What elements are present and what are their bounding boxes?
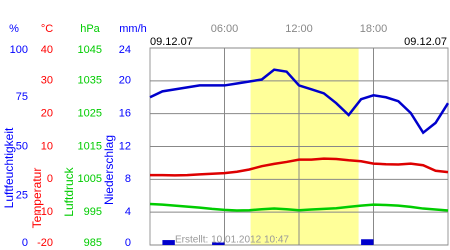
y-tick-label: 24 [119, 44, 131, 56]
series-line [149, 68, 450, 135]
y-tick-label: -20 [37, 237, 53, 249]
y-tick-label: 16 [119, 108, 131, 120]
precipitation-bar [361, 239, 374, 245]
precipitation-bar [212, 242, 225, 245]
y-tick-label: 985 [84, 237, 102, 249]
series-line [150, 157, 449, 177]
y-tick-label: 8 [125, 173, 131, 185]
date-right: 09.12.07 [404, 36, 447, 48]
y-tick-label: 75 [16, 91, 28, 103]
y-tick-label: 1015 [78, 140, 102, 152]
y-tick-label: 25 [16, 190, 28, 202]
footer: Erstellt: 10.01.2012 10:47 [175, 235, 289, 246]
y-tick-label: 10 [41, 140, 53, 152]
x-tick-label: 18:00 [360, 23, 388, 35]
y-tick-label: 0 [47, 173, 53, 185]
y-tick-label: 100 [10, 44, 28, 56]
axis-unit: mm/h [119, 23, 147, 35]
y-tick-label: 1045 [78, 44, 102, 56]
axis-title: Niederschlag [102, 135, 116, 205]
y-tick-label: 40 [41, 44, 53, 56]
y-tick-label: 12 [119, 140, 131, 152]
axis-title: Temperatur [30, 168, 44, 229]
series-line [149, 202, 449, 212]
y-tick-label: 20 [41, 108, 53, 120]
axis-unit: hPa [80, 23, 100, 35]
y-tick-label: -10 [37, 206, 53, 218]
y-tick-label: 4 [125, 206, 131, 218]
axis-unit: °C [41, 23, 53, 35]
y-tick-label: 1025 [78, 108, 102, 120]
x-tick-label: 12:00 [285, 23, 313, 35]
y-tick-label: 20 [119, 75, 131, 87]
y-tick-label: 0 [22, 237, 28, 249]
y-tick-label: 1035 [78, 75, 102, 87]
x-tick-label: 06:00 [211, 23, 239, 35]
y-tick-label: 995 [84, 206, 102, 218]
y-tick-label: 30 [41, 75, 53, 87]
axis-unit: % [9, 23, 19, 35]
y-tick-label: 50 [16, 140, 28, 152]
precipitation-bar [162, 240, 175, 245]
axis-title: Luftfeuchtigkeit [2, 127, 16, 208]
axis-title: Luftdruck [62, 166, 76, 216]
y-tick-label: 0 [125, 237, 131, 249]
date-left: 09.12.07 [150, 36, 193, 48]
y-tick-label: 1005 [78, 173, 102, 185]
